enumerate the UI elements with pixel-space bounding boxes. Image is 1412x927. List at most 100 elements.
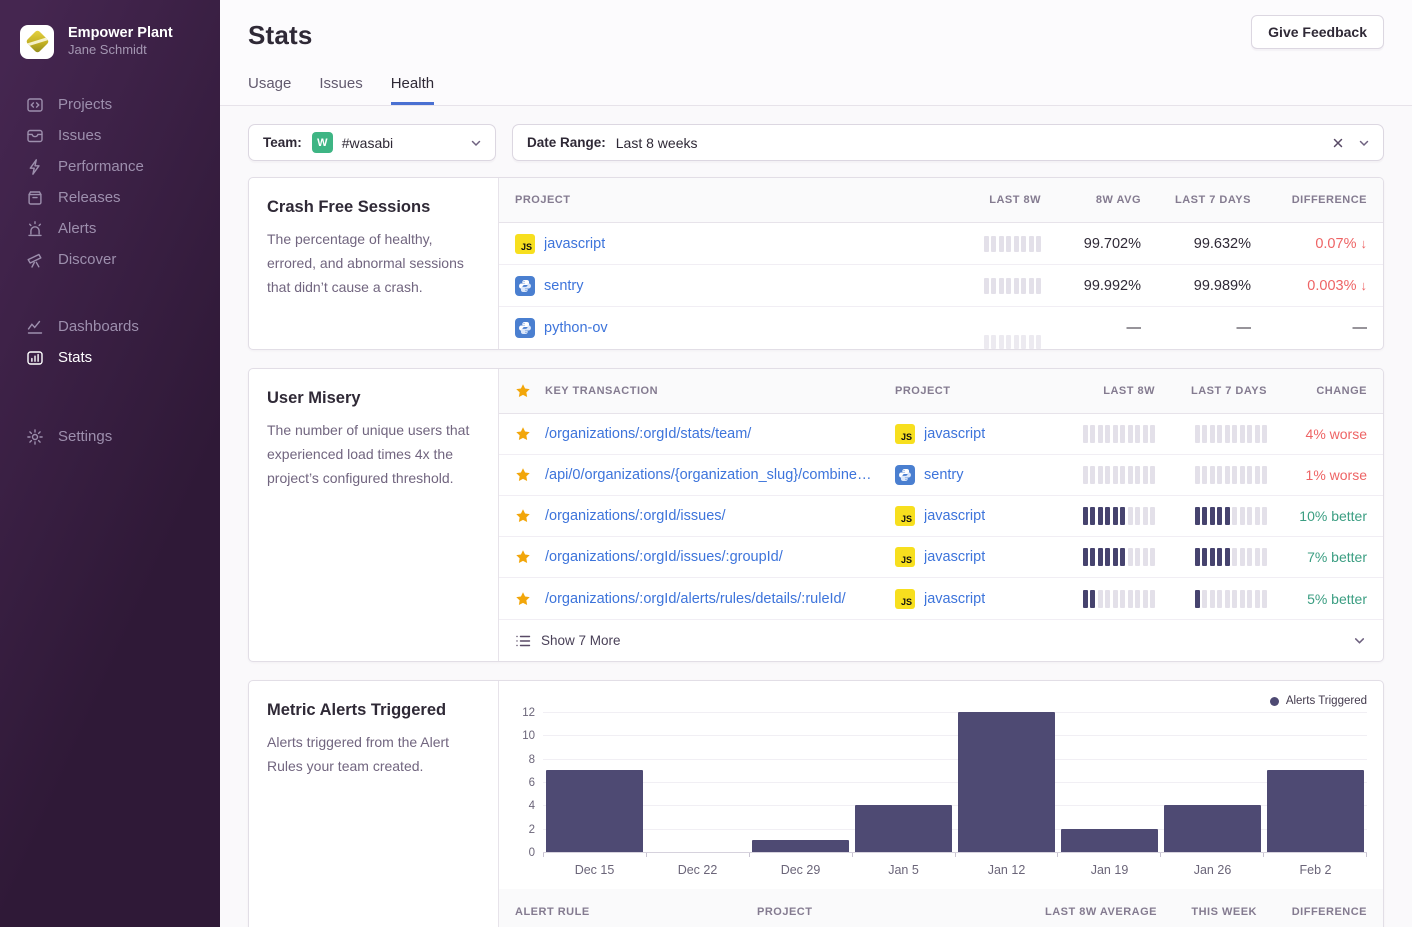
key-transaction-star-icon[interactable] (515, 426, 545, 442)
sparkline-bars (984, 335, 1042, 349)
panel-title: Metric Alerts Triggered (267, 701, 480, 720)
sidebar-item-stats[interactable]: Stats (0, 342, 220, 373)
give-feedback-button[interactable]: Give Feedback (1251, 15, 1384, 49)
difference-value: 0.07% ↓ (1315, 236, 1367, 252)
col-difference: Difference (1292, 194, 1367, 206)
crash-free-sessions-info: Crash Free Sessions The percentage of he… (249, 178, 499, 349)
stats-icon (26, 349, 44, 367)
key-transaction-star-icon[interactable] (515, 467, 545, 483)
panel-title: User Misery (267, 389, 480, 408)
crash-free-row: JS javascript 99.702% 99.632% 0.07% ↓ (499, 223, 1383, 265)
sidebar-item-label: Issues (58, 127, 101, 144)
sparkline-bars (984, 236, 1042, 252)
bar-dec-15[interactable] (543, 713, 646, 852)
date-range-select[interactable]: Date Range: Last 8 weeks (512, 124, 1384, 161)
show-more-label: Show 7 More (541, 633, 621, 648)
sidebar-item-settings[interactable]: Settings (0, 421, 220, 452)
tab-issues[interactable]: Issues (319, 75, 362, 105)
metric-value: 99.992% (1084, 278, 1141, 294)
sparkline-bars (1083, 425, 1156, 443)
metric-value: 99.702% (1084, 236, 1141, 252)
legend-label: Alerts Triggered (1286, 695, 1367, 707)
sidebar-item-issues[interactable]: Issues (0, 120, 220, 151)
sparkline-bars (1195, 425, 1268, 443)
x-tick-label: Jan 19 (1058, 863, 1161, 877)
filter-bar: Team: W #wasabi Date Range: Last 8 weeks (248, 124, 1384, 161)
chart-legend[interactable]: Alerts Triggered (513, 693, 1367, 709)
col-last-8w: Last 8W (989, 194, 1041, 206)
javascript-icon: JS (895, 547, 915, 567)
sparkline-bars (1083, 507, 1156, 525)
sidebar-item-discover[interactable]: Discover (0, 244, 220, 275)
panel-description: The percentage of healthy, errored, and … (267, 227, 480, 299)
transaction-link[interactable]: /api/0/organizations/{organization_slug}… (545, 467, 895, 483)
alerts-icon (26, 220, 44, 238)
chart-x-ticks (543, 853, 1367, 857)
chart-plot (543, 713, 1367, 853)
chevron-down-icon (469, 136, 483, 150)
org-logo (20, 25, 54, 59)
tab-usage[interactable]: Usage (248, 75, 291, 105)
crash-free-row: sentry99.992%99.989%0.003% ↓ (499, 265, 1383, 307)
transaction-link[interactable]: /organizations/:orgId/issues/ (545, 508, 895, 524)
col-project: Project (895, 385, 1043, 397)
chevron-down-icon (1357, 136, 1371, 150)
change-value: 4% worse (1306, 426, 1367, 442)
sidebar-item-label: Performance (58, 158, 144, 175)
javascript-icon: JS (895, 589, 915, 609)
change-value: 5% better (1307, 591, 1367, 607)
tab-health[interactable]: Health (391, 75, 434, 105)
main-area: Stats Give Feedback Usage Issues Health … (220, 0, 1412, 927)
bar-dec-22[interactable] (646, 713, 749, 852)
transaction-link[interactable]: /organizations/:orgId/stats/team/ (545, 426, 895, 442)
col-this-week: This Week (1191, 906, 1257, 918)
sidebar-item-label: Projects (58, 96, 112, 113)
project-link[interactable]: sentry (924, 467, 964, 483)
bar-jan-19[interactable] (1058, 713, 1161, 852)
key-transaction-star-icon[interactable] (515, 508, 545, 524)
project-link[interactable]: javascript (924, 508, 985, 524)
x-tick-label: Feb 2 (1264, 863, 1367, 877)
show-more-button[interactable]: Show 7 More (499, 619, 1383, 661)
sidebar-item-alerts[interactable]: Alerts (0, 213, 220, 244)
user-misery-row: /api/0/organizations/{organization_slug}… (499, 455, 1383, 496)
org-name: Empower Plant (68, 24, 173, 42)
project-link[interactable]: javascript (924, 591, 985, 607)
project-link[interactable]: javascript (544, 236, 605, 252)
key-transaction-star-icon[interactable] (515, 591, 545, 607)
y-tick-label: 2 (529, 824, 535, 836)
project-link[interactable]: javascript (924, 426, 985, 442)
user-misery-row: /organizations/:orgId/stats/team/JSjavas… (499, 414, 1383, 455)
javascript-icon: JS (515, 234, 535, 254)
sidebar-item-projects[interactable]: Projects (0, 89, 220, 120)
sidebar-item-dashboards[interactable]: Dashboards (0, 311, 220, 342)
issues-icon (26, 127, 44, 145)
col-last-7-days: Last 7 Days (1175, 194, 1251, 206)
team-select[interactable]: Team: W #wasabi (248, 124, 496, 161)
key-transaction-star-icon[interactable] (515, 549, 545, 565)
project-link[interactable]: sentry (544, 278, 584, 294)
sidebar-item-performance[interactable]: Performance (0, 151, 220, 182)
y-tick-label: 10 (522, 730, 535, 742)
bar-feb-2[interactable] (1264, 713, 1367, 852)
project-link[interactable]: javascript (924, 549, 985, 565)
transaction-link[interactable]: /organizations/:orgId/issues/:groupId/ (545, 549, 895, 565)
clear-date-icon[interactable] (1329, 134, 1347, 152)
sidebar-item-releases[interactable]: Releases (0, 182, 220, 213)
star-icon (515, 383, 545, 399)
bar-jan-12[interactable] (955, 713, 1058, 852)
alerts-bar-chart: Alerts Triggered 024681012 Dec 15Dec 22D… (499, 681, 1383, 883)
bar-jan-26[interactable] (1161, 713, 1264, 852)
bar-dec-29[interactable] (749, 713, 852, 852)
dashboards-icon (26, 318, 44, 336)
bar-jan-5[interactable] (852, 713, 955, 852)
col-change: Change (1316, 385, 1367, 397)
alert-rules-table-header: Alert Rule Project Last 8W Average This … (499, 889, 1383, 927)
sparkline-bars (1195, 466, 1268, 484)
transaction-link[interactable]: /organizations/:orgId/alerts/rules/detai… (545, 591, 895, 607)
org-switcher[interactable]: Empower Plant Jane Schmidt (0, 16, 220, 67)
project-link[interactable]: python-ov (544, 320, 608, 336)
metric-value: 99.632% (1194, 236, 1251, 252)
sidebar: Empower Plant Jane Schmidt Projects Issue… (0, 0, 220, 927)
team-value: #wasabi (342, 135, 393, 151)
